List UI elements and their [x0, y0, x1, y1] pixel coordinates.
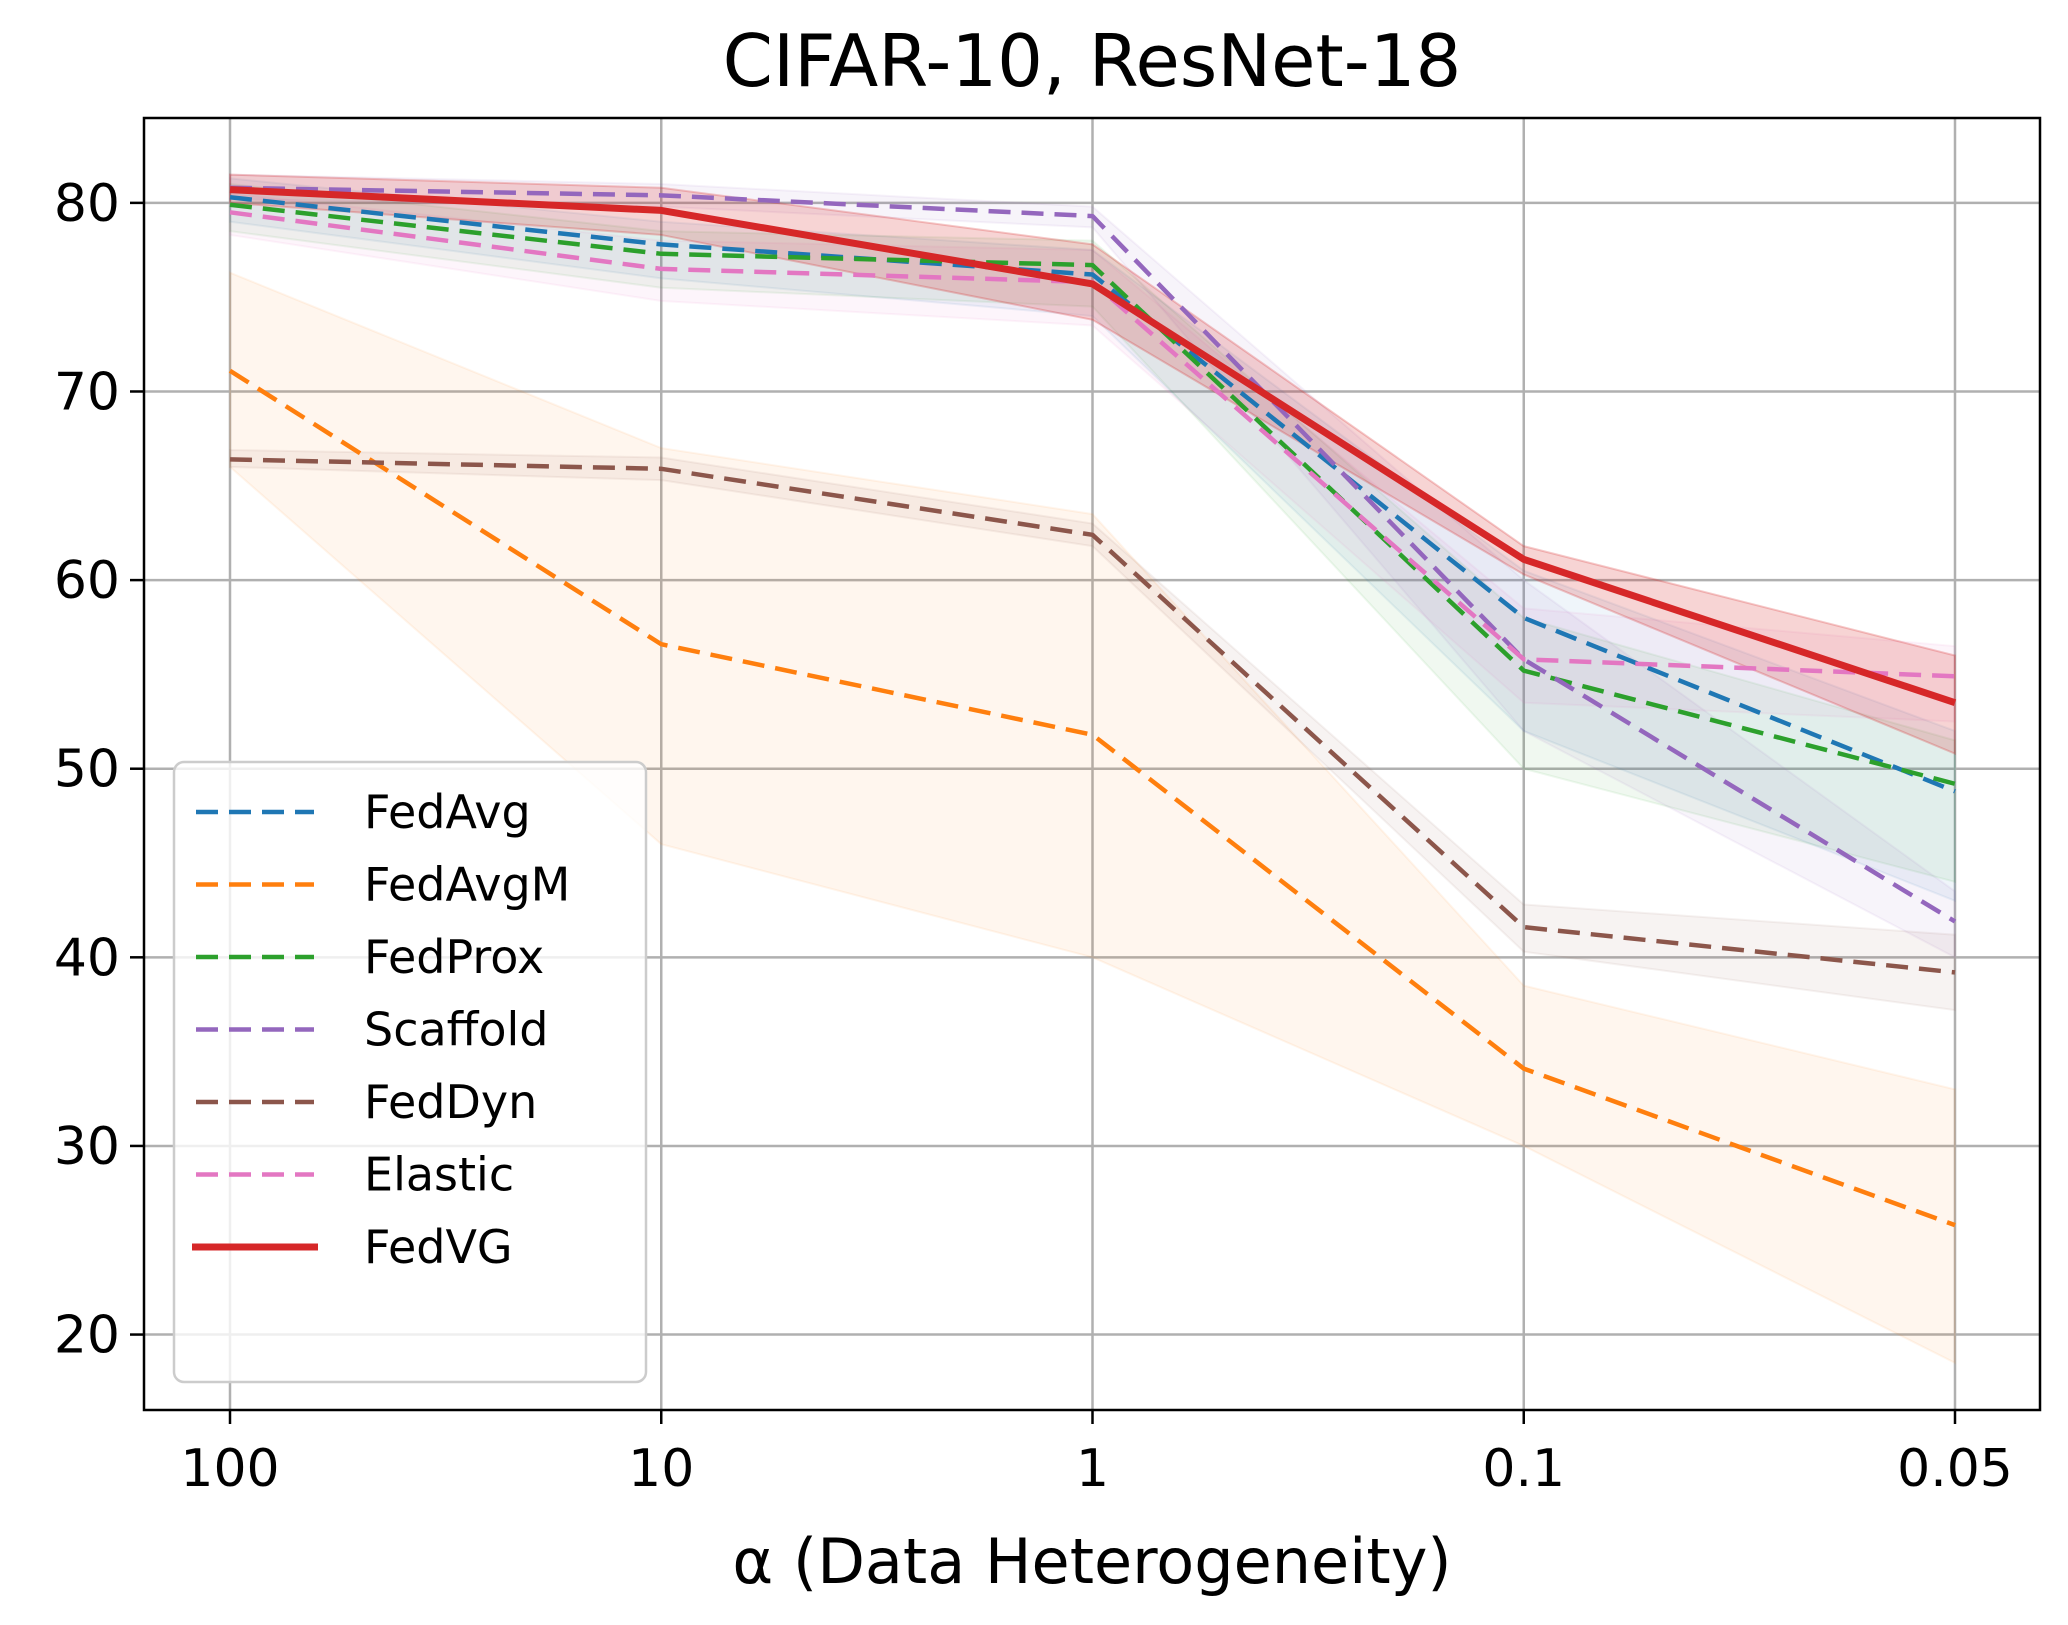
x-tick-label: 0.1 [1482, 1439, 1565, 1499]
y-tick-label: 20 [54, 1306, 120, 1366]
legend-label-fedavgm: FedAvgM [364, 858, 570, 912]
legend-label-fedavg: FedAvg [364, 785, 531, 839]
x-tick-label: 10 [628, 1439, 694, 1499]
x-axis-label: α (Data Heterogeneity) [732, 1525, 1451, 1598]
line-fedprox [229, 202, 1956, 786]
y-tick-label: 70 [54, 362, 120, 422]
x-tick-label: 1 [1076, 1439, 1109, 1499]
legend-label-scaffold: Scaffold [364, 1003, 549, 1057]
band-fedavgm [229, 271, 1956, 1365]
y-tick-label: 80 [54, 174, 120, 234]
series-lines [228, 185, 1957, 1228]
legend-label-fedvg: FedVG [364, 1220, 513, 1274]
axis-ticks: 100 10 1 0.1 0.05 20 30 40 50 60 70 80 [54, 174, 2013, 1499]
band-fedprox [229, 182, 1956, 884]
band-fedvg [229, 173, 1956, 756]
band-fedavg [229, 177, 1956, 903]
y-tick-label: 50 [54, 740, 120, 800]
y-tick-label: 40 [54, 928, 120, 988]
line-feddyn [229, 457, 1956, 975]
line-fedavgm [228, 368, 1956, 1228]
line-scaffold [229, 185, 1957, 924]
legend-label-elastic: Elastic [364, 1148, 514, 1202]
line-fedvg [229, 186, 1957, 707]
y-tick-label: 60 [54, 551, 120, 611]
x-tick-label: 0.05 [1897, 1439, 2013, 1499]
legend: FedAvg FedAvgM FedProx Scaffold FedDyn Elasti… [172, 760, 648, 1384]
legend-label-feddyn: FedDyn [364, 1075, 537, 1129]
legend-box [172, 760, 648, 1384]
y-tick-label: 30 [54, 1117, 120, 1177]
band-feddyn [229, 448, 1956, 1012]
line-fedavg [229, 194, 1956, 794]
x-tick-label: 100 [180, 1439, 279, 1499]
legend-label-fedprox: FedProx [364, 930, 544, 984]
chart-title: CIFAR-10, ResNet-18 [723, 19, 1462, 103]
